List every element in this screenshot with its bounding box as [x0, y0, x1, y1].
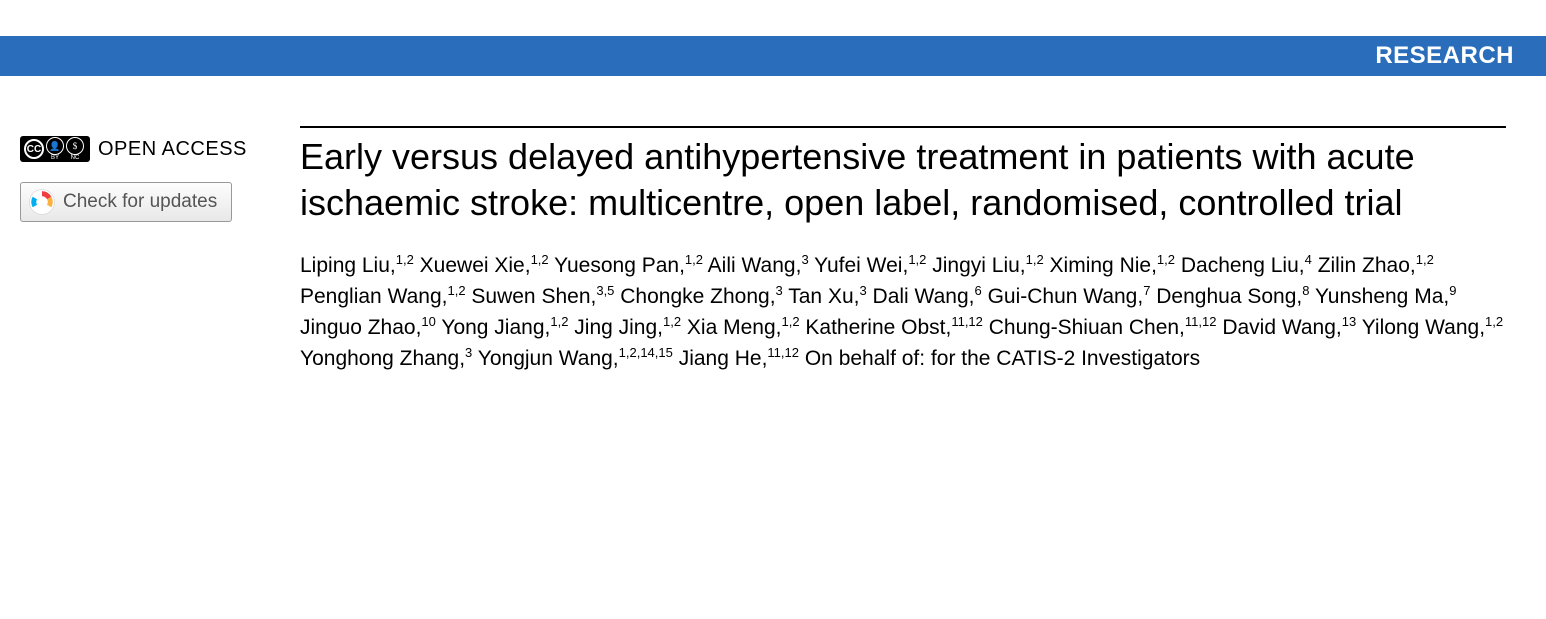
- article-header: CC 👤BY $NC OPEN ACCESS Check for updates…: [0, 76, 1546, 374]
- author-affiliation: 13: [1342, 314, 1356, 329]
- author-name: Dali Wang,: [873, 285, 975, 308]
- author-name: David Wang,: [1222, 316, 1341, 339]
- author-name: Chongke Zhong,: [620, 285, 775, 308]
- author-affiliation: 1,2,14,15: [619, 345, 673, 360]
- author-affiliation: 1,2: [1416, 252, 1434, 267]
- author-name: Yufei Wei,: [814, 254, 908, 277]
- author-name: Aili Wang,: [708, 254, 802, 277]
- author-affiliation: 1,2: [685, 252, 703, 267]
- author-name: Yong Jiang,: [441, 316, 550, 339]
- author-affiliation: 10: [421, 314, 435, 329]
- author-affiliation: 7: [1143, 283, 1150, 298]
- crossmark-icon: [29, 189, 55, 215]
- author-affiliation: 1,2: [447, 283, 465, 298]
- author-name: Jiang He,: [679, 347, 768, 370]
- author-name: Ximing Nie,: [1050, 254, 1157, 277]
- author-affiliation: 11,12: [1185, 314, 1217, 329]
- author-name: Denghua Song,: [1156, 285, 1302, 308]
- open-access-label: OPEN ACCESS: [98, 138, 247, 161]
- author-list: Liping Liu,1,2 Xuewei Xie,1,2 Yuesong Pa…: [300, 250, 1506, 374]
- author-affiliation: 1,2: [1157, 252, 1175, 267]
- author-affiliation: 3,5: [596, 283, 614, 298]
- author-name: Tan Xu,: [788, 285, 859, 308]
- author-affiliation: 1,2: [396, 252, 414, 267]
- author-name: Zilin Zhao,: [1318, 254, 1416, 277]
- author-name: Jinguo Zhao,: [300, 316, 421, 339]
- author-name: Gui-Chun Wang,: [988, 285, 1144, 308]
- author-affiliation: 1,2: [1026, 252, 1044, 267]
- author-name: Liping Liu,: [300, 254, 396, 277]
- sidebar: CC 👤BY $NC OPEN ACCESS Check for updates: [20, 126, 290, 374]
- author-affiliation: 8: [1302, 283, 1309, 298]
- author-affiliation: 6: [974, 283, 981, 298]
- byline-suffix: On behalf of: for the CATIS-2 Investigat…: [805, 347, 1200, 370]
- check-for-updates-button[interactable]: Check for updates: [20, 182, 232, 222]
- author-name: Yuesong Pan,: [554, 254, 685, 277]
- author-name: Katherine Obst,: [805, 316, 951, 339]
- author-name: Yongjun Wang,: [478, 347, 619, 370]
- author-affiliation: 11,12: [767, 345, 799, 360]
- author-affiliation: 3: [776, 283, 783, 298]
- author-affiliation: 11,12: [951, 314, 983, 329]
- author-affiliation: 3: [859, 283, 866, 298]
- author-name: Yunsheng Ma,: [1315, 285, 1449, 308]
- author-affiliation: 1,2: [781, 314, 799, 329]
- author-name: Penglian Wang,: [300, 285, 447, 308]
- author-name: Jingyi Liu,: [932, 254, 1025, 277]
- section-banner: RESEARCH: [0, 36, 1546, 76]
- check-for-updates-label: Check for updates: [63, 191, 217, 213]
- article-title: Early versus delayed antihypertensive tr…: [300, 134, 1506, 226]
- article-main: Early versus delayed antihypertensive tr…: [300, 126, 1506, 374]
- author-affiliation: 1,2: [908, 252, 926, 267]
- author-affiliation: 1,2: [1485, 314, 1503, 329]
- author-affiliation: 3: [465, 345, 472, 360]
- author-affiliation: 1,2: [531, 252, 549, 267]
- author-name: Suwen Shen,: [471, 285, 596, 308]
- author-name: Xuewei Xie,: [420, 254, 531, 277]
- section-banner-label: RESEARCH: [1375, 42, 1514, 70]
- author-name: Dacheng Liu,: [1181, 254, 1305, 277]
- author-affiliation: 9: [1449, 283, 1456, 298]
- author-name: Jing Jing,: [574, 316, 663, 339]
- author-name: Xia Meng,: [687, 316, 782, 339]
- author-affiliation: 1,2: [550, 314, 568, 329]
- author-name: Chung-Shiuan Chen,: [989, 316, 1185, 339]
- author-name: Yonghong Zhang,: [300, 347, 465, 370]
- cc-license-icon: CC 👤BY $NC: [20, 136, 90, 162]
- author-affiliation: 1,2: [663, 314, 681, 329]
- open-access-badge: CC 👤BY $NC OPEN ACCESS: [20, 136, 290, 162]
- author-name: Yilong Wang,: [1362, 316, 1485, 339]
- author-affiliation: 3: [801, 252, 808, 267]
- author-affiliation: 4: [1305, 252, 1312, 267]
